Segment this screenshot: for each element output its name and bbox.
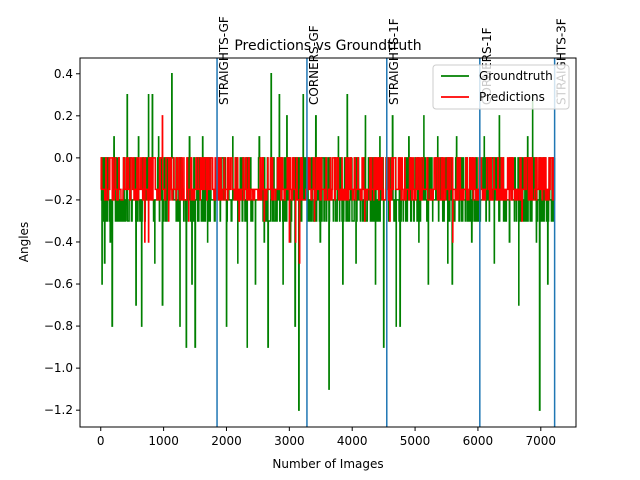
y-tick-label: 0.2 <box>54 109 73 123</box>
x-tick-label: 6000 <box>463 434 494 448</box>
y-tick-label: 0.0 <box>54 151 73 165</box>
legend-label-predictions: Predictions <box>479 90 545 104</box>
x-tick-label: 1000 <box>148 434 179 448</box>
y-tick-label: −0.2 <box>44 193 73 207</box>
x-tick-label: 7000 <box>526 434 557 448</box>
vertical-line-label: CORNERS-GF <box>307 25 321 105</box>
vertical-line-label: STRAIGHTS-1F <box>387 18 401 105</box>
x-tick-label: 5000 <box>400 434 431 448</box>
y-tick-label: 0.4 <box>54 67 73 81</box>
x-tick-label: 0 <box>97 434 105 448</box>
plot-area: STRAIGHTS-GFCORNERS-GFSTRAIGHTS-1FCORNER… <box>44 16 577 448</box>
legend: Groundtruth Predictions <box>432 64 570 110</box>
series-group <box>100 73 556 411</box>
x-tick-label: 2000 <box>211 434 242 448</box>
axes-frame <box>79 57 577 428</box>
y-tick-label: −0.8 <box>44 319 73 333</box>
chart-title: Predictions vs Groundtruth <box>234 38 421 54</box>
legend-label-groundtruth: Groundtruth <box>479 69 553 83</box>
y-tick-label: −1.0 <box>44 361 73 375</box>
vertical-line-label: STRAIGHTS-GF <box>217 16 231 105</box>
x-tick-label: 3000 <box>274 434 305 448</box>
y-tick-label: −1.2 <box>44 403 73 417</box>
series-line-predictions <box>100 115 555 264</box>
y-tick-label: −0.4 <box>44 235 73 249</box>
y-tick-label: −0.6 <box>44 277 73 291</box>
y-axis-title: Angles <box>17 222 31 262</box>
x-axis-title: Number of Images <box>272 457 383 471</box>
x-tick-label: 4000 <box>337 434 368 448</box>
